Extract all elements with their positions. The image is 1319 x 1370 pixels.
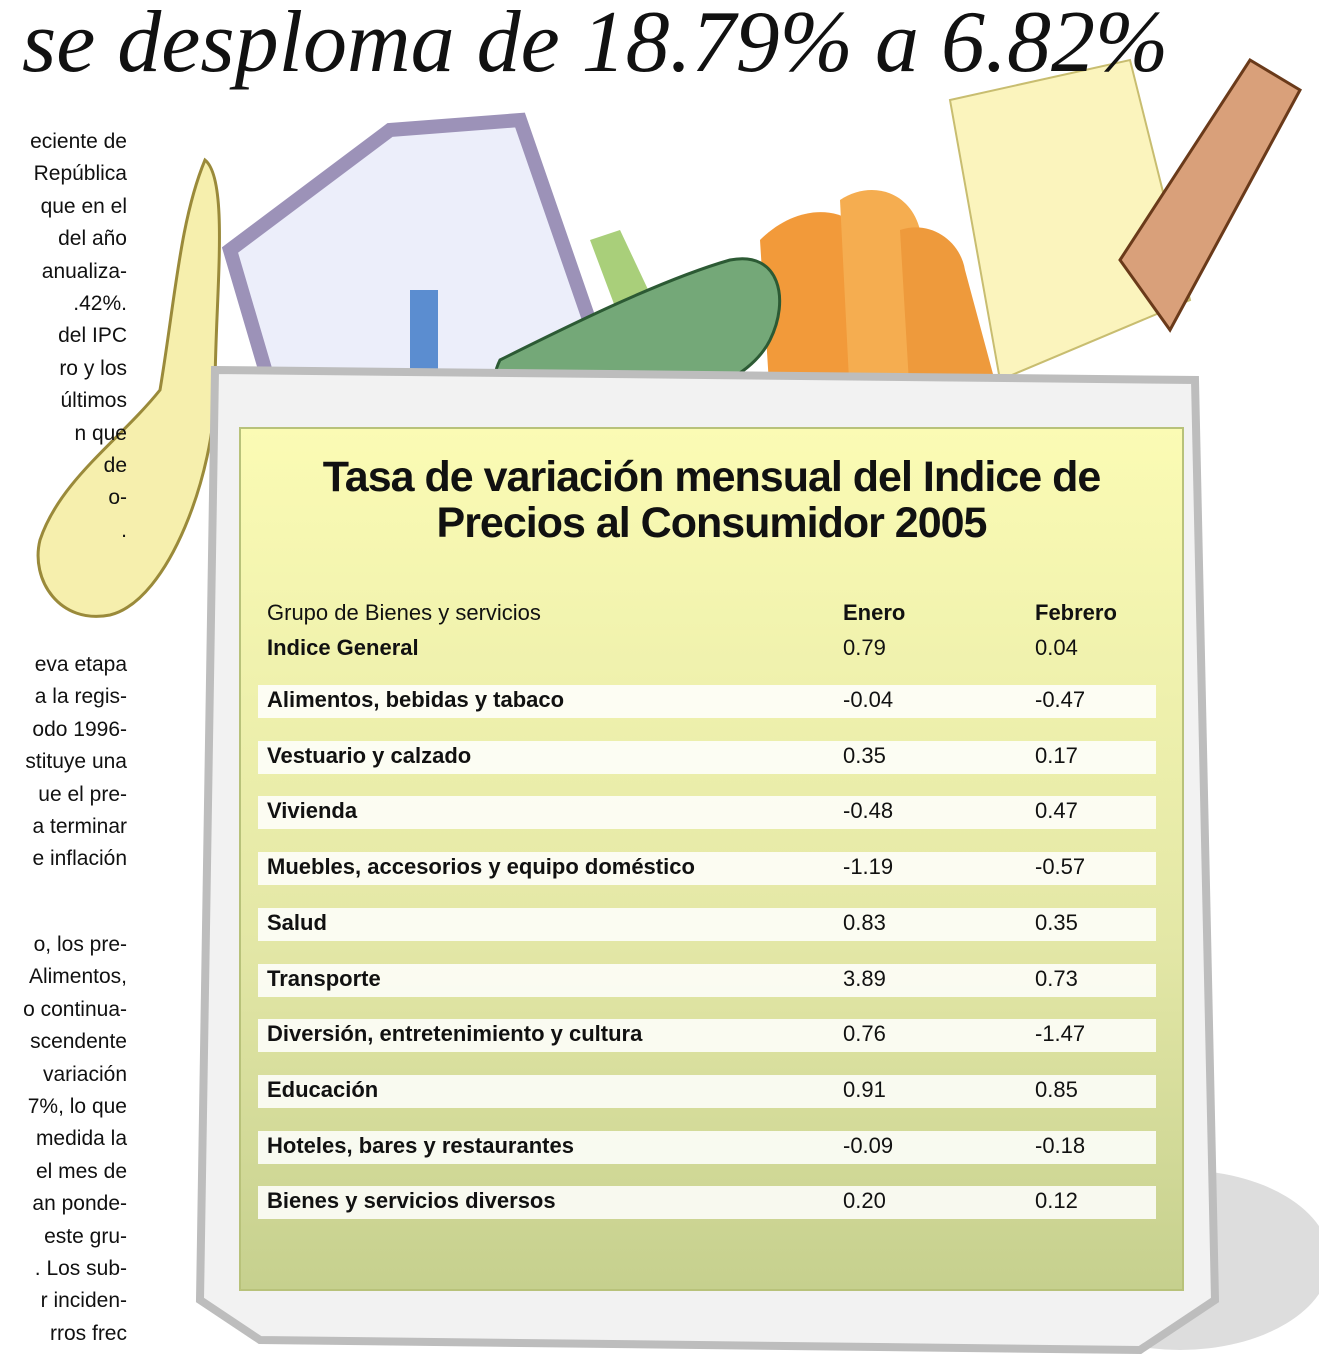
general-cell: 0.79 <box>843 635 886 660</box>
table-title: Tasa de variación mensual del Indice de <box>322 453 1102 501</box>
table-cell: 0.85 <box>1035 1076 1078 1102</box>
table-title: Precios al Consumidor 2005 <box>436 499 988 547</box>
column-text-line: scendente <box>30 1030 127 1054</box>
column-text-line: 7%, lo que <box>27 1095 127 1118</box>
column-text-line: eva etapa <box>34 653 127 676</box>
column-text-line: .42%. <box>73 292 127 315</box>
column-text-line: anualiza- <box>41 259 127 283</box>
column-text-line: del IPC <box>58 324 127 348</box>
column-text-line: el mes de <box>35 1159 127 1183</box>
row-band <box>258 796 1156 830</box>
column-text-line: de <box>103 454 127 477</box>
row-band <box>258 907 1156 941</box>
headline: se desploma de 18.79% a 6.82% <box>22 0 1169 91</box>
row-band <box>258 1074 1156 1108</box>
table-header: Grupo de Bienes y servicios <box>267 600 541 625</box>
column-text-line: odo 1996- <box>32 717 127 741</box>
column-text-line: medida la <box>35 1127 127 1151</box>
table-cell: 0.73 <box>1035 965 1078 991</box>
table-cell: -1.19 <box>843 854 894 880</box>
general-cell: Indice General <box>267 635 419 660</box>
bread <box>948 58 1192 382</box>
column-text-line: a terminar <box>32 815 127 838</box>
column-text-line: que en el <box>40 194 127 218</box>
row-band <box>258 1130 1156 1164</box>
table-cell: Vivienda <box>267 798 358 824</box>
table-cell: Vestuario y calzado <box>267 742 472 768</box>
column-text-line: e inflación <box>32 847 127 871</box>
row-band <box>258 963 1156 997</box>
carrot <box>900 227 1000 400</box>
column-text-line: Alimentos, <box>28 965 127 989</box>
table-cell: Educación <box>267 1076 379 1102</box>
table-header: Enero <box>843 600 906 625</box>
column-text-line: últimos <box>60 389 127 413</box>
table-cell: -0.57 <box>1035 854 1086 880</box>
column-text-line: ro y los <box>59 356 127 380</box>
column-text-line: n que <box>74 421 127 445</box>
column-text-line: ue el pre- <box>38 782 127 806</box>
table-cell: 0.20 <box>843 1188 886 1214</box>
table-header: Febrero <box>1035 600 1117 625</box>
row-band <box>258 740 1156 774</box>
table-cell: 0.35 <box>1035 909 1078 935</box>
row-band <box>258 1019 1156 1053</box>
column-text-line: . <box>121 518 127 542</box>
table-cell: Muebles, accesorios y equipo doméstico <box>267 854 695 880</box>
column-text-line: o continua- <box>23 997 127 1021</box>
column-text-line: a la regis- <box>34 685 127 709</box>
row-band <box>258 852 1156 886</box>
table-cell: 3.89 <box>843 965 886 991</box>
table-cell: Diversión, entretenimiento y cultura <box>267 1021 643 1047</box>
table-cell: -0.09 <box>843 1132 894 1158</box>
table-cell: Hoteles, bares y restaurantes <box>267 1132 574 1158</box>
table-cell: 0.35 <box>843 742 886 768</box>
table-cell: Salud <box>267 909 327 935</box>
table-cell: 0.12 <box>1035 1188 1078 1214</box>
table-cell: -0.18 <box>1035 1132 1086 1158</box>
column-text-line: . Los sub- <box>34 1257 127 1280</box>
column-text-line: eciente de <box>30 130 127 153</box>
table-cell: -1.47 <box>1035 1021 1086 1047</box>
column-text-line: o- <box>108 486 127 510</box>
row-band <box>258 685 1156 718</box>
table-cell: 0.76 <box>843 1021 886 1047</box>
table-cell: Transporte <box>267 965 381 991</box>
column-text-line: variación <box>42 1062 127 1086</box>
column-text-line: rros frec <box>49 1321 127 1345</box>
table-cell: Alimentos, bebidas y tabaco <box>267 687 565 712</box>
column-text-line: o, los pre- <box>33 933 127 956</box>
column-text-line: stituye una <box>25 750 127 774</box>
column-text-line: este gru- <box>44 1224 127 1248</box>
general-cell: 0.04 <box>1035 635 1078 660</box>
table-cell: 0.83 <box>843 909 886 935</box>
table-cell: 0.91 <box>843 1076 886 1102</box>
heel-shoe <box>36 157 221 618</box>
bottle <box>1118 57 1303 333</box>
table-cell: 0.47 <box>1035 798 1078 824</box>
column-text-line: del año <box>58 227 127 251</box>
table-cell: -0.47 <box>1035 687 1086 712</box>
column-text-line: República <box>33 162 127 186</box>
row-band <box>258 1186 1156 1220</box>
column-text-line: an ponde- <box>32 1192 127 1216</box>
column-text-line: r inciden- <box>40 1289 127 1313</box>
table-cell: 0.17 <box>1035 742 1078 768</box>
table-cell: -0.48 <box>843 798 894 824</box>
table-cell: Bienes y servicios diversos <box>267 1188 556 1214</box>
table-cell: -0.04 <box>843 687 894 712</box>
